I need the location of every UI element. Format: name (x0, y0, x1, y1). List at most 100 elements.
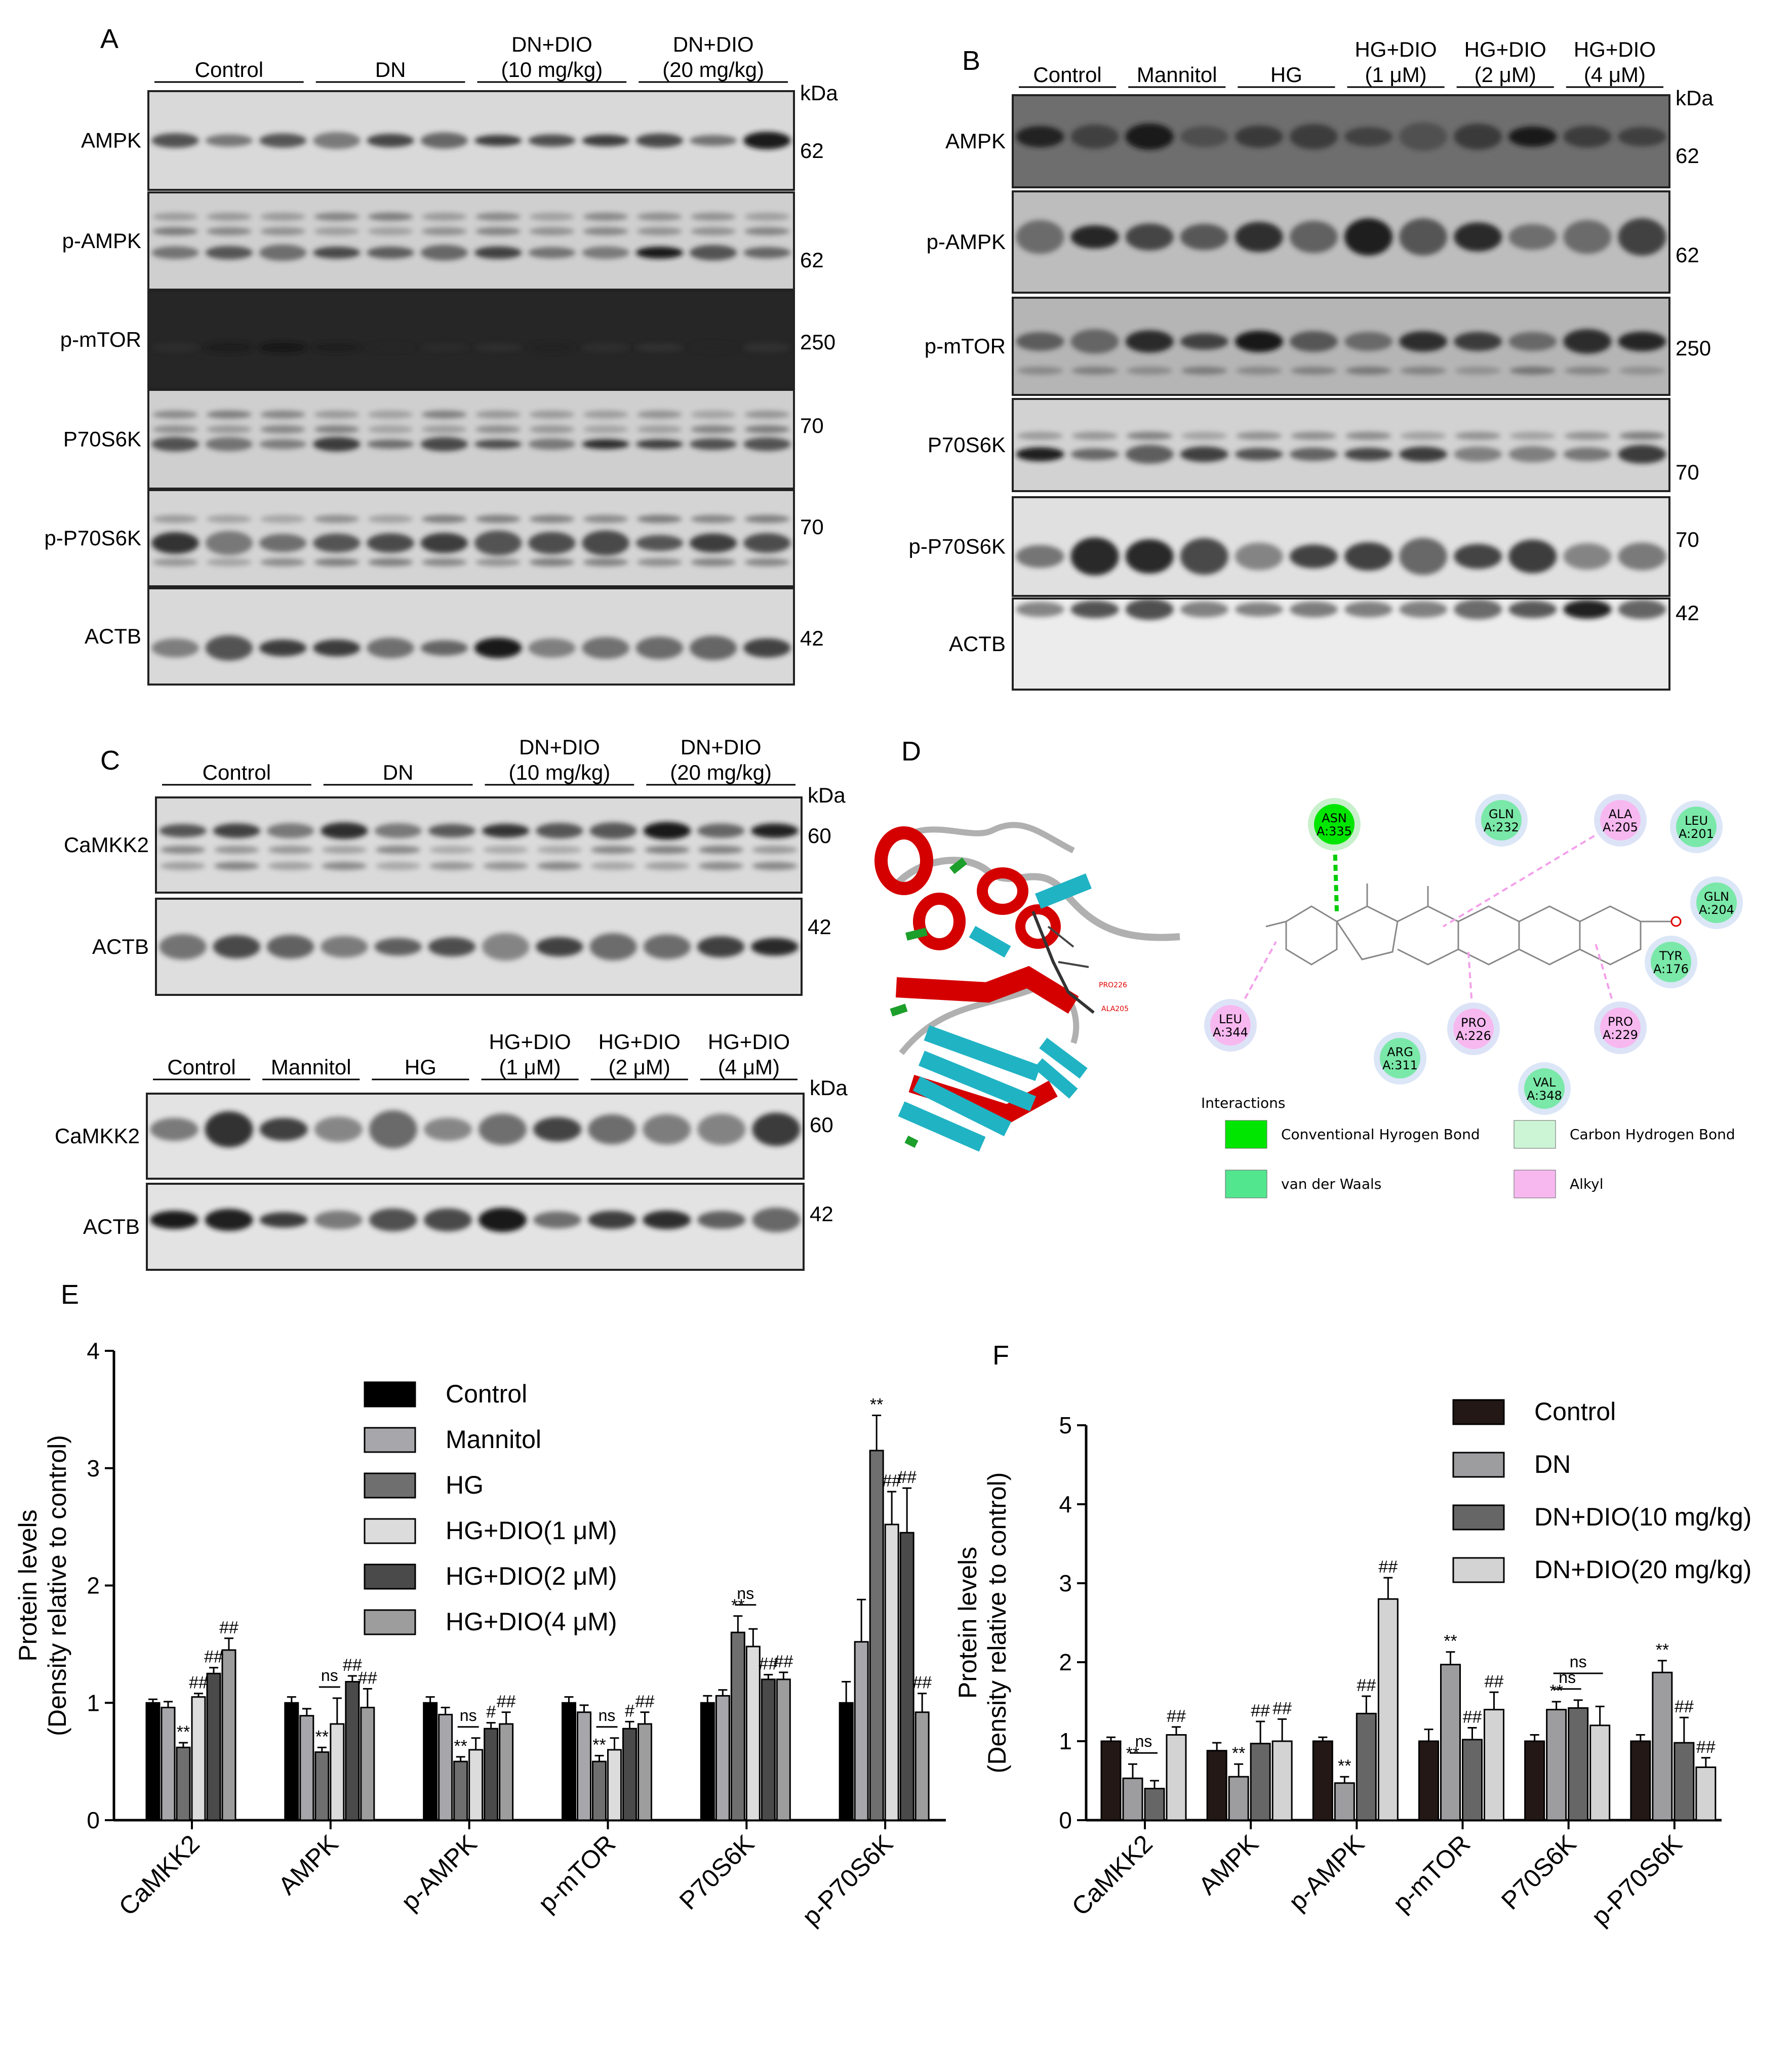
blot-band (150, 1117, 198, 1141)
residue-label-pro-a-226-line-2: A:226 (1456, 1029, 1491, 1043)
blot-band (1563, 329, 1612, 354)
group-label-mannitol: Mannitol (1137, 63, 1217, 87)
significance-label-ns: ns (1559, 1668, 1576, 1687)
ribbon-label-ala205: ALA205 (1101, 1005, 1129, 1013)
blot-band-faint (375, 862, 421, 870)
blot-strip-p70s6k (1012, 398, 1670, 492)
blot-band (1070, 600, 1119, 618)
blot-strip-p-ampk (147, 191, 795, 291)
bar-p70s6k-control (1524, 1740, 1545, 1821)
significance-label: ## (897, 1468, 917, 1487)
blot-band (528, 638, 576, 658)
blot-band-faint (322, 846, 367, 854)
kda-value-actb: 42 (810, 1202, 833, 1226)
y-tick-label-0: 0 (1059, 1807, 1072, 1833)
blot-band (1618, 599, 1666, 619)
blot-band (474, 246, 522, 259)
blot-band (205, 531, 253, 555)
blot-band-faint (421, 227, 467, 235)
blot-band-faint (206, 227, 252, 235)
row-label-p70s6k: P70S6K (63, 427, 141, 451)
row-label-camkk2: CaMKK2 (55, 1124, 140, 1148)
bar-p-p70s6k-hg-dio-4-m (914, 1711, 930, 1821)
blot-band (205, 1111, 253, 1148)
bar-ampk-control (284, 1702, 299, 1821)
blot-band-faint (1345, 367, 1391, 375)
blot-band (1125, 223, 1174, 251)
blot-strip-actb (147, 587, 795, 686)
blot-band-faint (160, 862, 206, 870)
panel-letter-e: E (61, 1279, 79, 1310)
group-label-dn: DN (383, 760, 414, 784)
bar-camkk2-dn-dio-20-mg-kg (1166, 1734, 1187, 1821)
residue-node (1453, 1009, 1494, 1049)
bar-p-mtor-mannitol (577, 1711, 591, 1821)
bar-ampk-dn (1228, 1776, 1249, 1821)
x-tick-label-camkk2: CaMKK2 (1066, 1829, 1158, 1921)
blot-band (259, 133, 307, 148)
blot-band (1454, 447, 1502, 462)
blot-band-faint (368, 515, 413, 523)
bar-camkk2-hg-dio-1-m (191, 1696, 206, 1821)
blot-band (321, 822, 368, 839)
group-label-dn-dio-10-mg-kg-line-2: (10 mg/kg) (509, 760, 611, 784)
row-label-ampk: AMPK (81, 129, 141, 152)
significance-label: ** (1549, 1681, 1563, 1701)
blot-band-faint (160, 846, 206, 854)
blot-band (367, 439, 414, 449)
blot-band-faint (636, 410, 682, 419)
group-label-control: Control (195, 58, 263, 82)
bar-p-p70s6k-dn-dio-20-mg-kg (1695, 1766, 1717, 1821)
kda-value-camkk2: 60 (810, 1113, 833, 1137)
blot-band-faint (1455, 367, 1501, 375)
group-label-hg-dio-1-m-line-1: HG+DIO (489, 1030, 571, 1054)
group-label-control: Control (167, 1055, 235, 1079)
row-label-ampk: AMPK (945, 129, 1006, 153)
blot-band (536, 937, 583, 957)
blot-band (1454, 544, 1502, 569)
bar-ampk-hg-dio-1-m (330, 1723, 345, 1821)
blot-band-faint (421, 213, 467, 221)
blot-band-faint (214, 846, 259, 854)
blot-band (588, 1211, 636, 1229)
x-tick-label-ampk: AMPK (273, 1829, 344, 1900)
blot-band (259, 244, 307, 261)
blot-band-faint (421, 515, 467, 523)
blot-band-faint (583, 425, 628, 433)
blot-band (643, 934, 691, 959)
residue-label-leu-a-344-line-1: LEU (1219, 1012, 1242, 1026)
blot-band-faint (636, 213, 682, 221)
significance-label: ## (912, 1673, 932, 1693)
blot-band (259, 439, 307, 450)
blot-band (1070, 448, 1119, 460)
bar-p70s6k-dn-dio-20-mg-kg (1589, 1724, 1611, 1821)
kda-value-p-p70s6k: 70 (1676, 528, 1699, 551)
blot-band (643, 1210, 691, 1229)
blot-band-faint (1017, 367, 1063, 375)
blot-band (313, 437, 361, 452)
legend-label-hg-dio-4-m: HG+DIO(4 μM) (446, 1608, 617, 1636)
residue-node (1481, 800, 1522, 840)
blot-band-faint (1455, 431, 1501, 440)
blot-band-faint (691, 213, 736, 221)
y-tick-label-2: 2 (87, 1573, 100, 1599)
row-label-p-ampk: p-AMPK (927, 230, 1006, 254)
blot-band-faint (1236, 367, 1282, 375)
blot-band (1235, 331, 1283, 352)
blot-band (528, 532, 576, 554)
significance-label: ## (1378, 1557, 1398, 1577)
blot-band-faint (1126, 431, 1173, 440)
blot-band-faint (583, 558, 628, 567)
blot-band (588, 1114, 636, 1145)
x-tick-label-camkk2: CaMKK2 (113, 1829, 205, 1921)
blot-band-faint (314, 515, 360, 523)
y-tick-label-4: 4 (87, 1338, 100, 1364)
bar-p-ampk-dn (1334, 1782, 1355, 1821)
legend-label-hg-dio-1-m: HG+DIO(1 μM) (446, 1516, 617, 1545)
bar-ampk-dn-dio-20-mg-kg (1271, 1740, 1293, 1821)
blot-band (205, 246, 253, 260)
blot-band (1399, 331, 1448, 352)
